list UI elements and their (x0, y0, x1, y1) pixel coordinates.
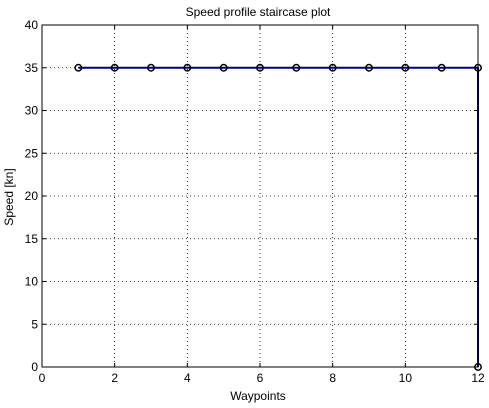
waypoint-marker (401, 63, 410, 72)
speed-staircase-line (78, 66, 479, 367)
y-tick-label: 5 (31, 317, 38, 331)
waypoint-marker (256, 63, 264, 72)
y-tick-label: 10 (25, 275, 39, 289)
waypoint-marker (219, 63, 228, 72)
waypoint-marker (74, 63, 83, 72)
y-tick-label: 30 (25, 104, 39, 118)
waypoint-marker (110, 63, 119, 72)
waypoint-marker (147, 63, 155, 72)
tick-layer: 0 2 4 6 8 10 12 0 5 10 15 20 25 30 35 40 (25, 18, 485, 385)
y-axis-label: Speed [kn] (2, 168, 16, 225)
waypoint-marker (292, 63, 301, 72)
frame-layer (41, 24, 479, 368)
x-tick-label: 4 (184, 371, 191, 385)
x-tick-label: 6 (257, 371, 264, 385)
x-tick-label: 2 (111, 371, 118, 385)
y-tick-label: 20 (25, 189, 39, 203)
y-tick-label: 40 (25, 18, 39, 32)
x-tick-label: 8 (329, 371, 336, 385)
x-tick-label: 10 (399, 371, 413, 385)
x-tick-label: 0 (39, 371, 46, 385)
y-tick-label: 35 (25, 61, 39, 75)
y-tick-label: 0 (31, 360, 38, 374)
grid-layer (42, 25, 478, 367)
waypoint-marker (328, 63, 337, 72)
y-tick-label: 25 (25, 146, 39, 160)
y-tick-label: 15 (25, 232, 39, 246)
x-axis-label: Waypoints (230, 389, 286, 403)
waypoint-marker (437, 63, 446, 72)
chart-title: Speed profile staircase plot (186, 5, 331, 19)
plot-frame (41, 24, 479, 368)
waypoint-marker (365, 63, 373, 72)
waypoint-marker (183, 63, 192, 72)
x-tick-label: 12 (471, 371, 485, 385)
